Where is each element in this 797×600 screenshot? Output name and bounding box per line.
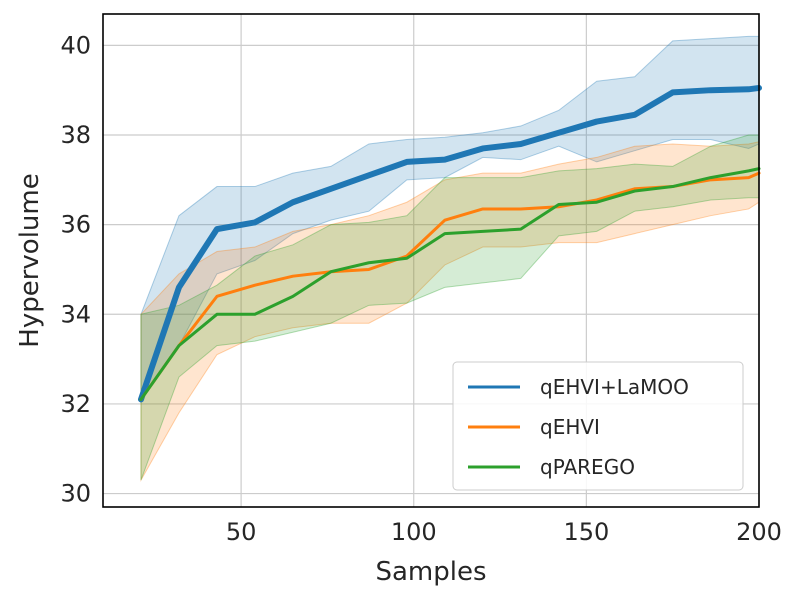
- y-tick-label: 30: [60, 480, 91, 508]
- grid: [103, 14, 760, 507]
- x-axis-label: Samples: [375, 557, 486, 587]
- y-tick-label: 32: [60, 390, 91, 418]
- legend-label-qparego: qPAREGO: [540, 455, 635, 479]
- y-tick-label: 38: [60, 121, 91, 149]
- line-qparego: [139, 167, 761, 401]
- legend-label-qehvi: qEHVI: [540, 415, 600, 439]
- line-qehvi-lamoo: [137, 84, 762, 403]
- legend-box: [452, 361, 744, 491]
- series-lines: [137, 84, 762, 403]
- x-tick-label: 150: [563, 518, 609, 546]
- y-tick-label: 34: [60, 300, 91, 328]
- legend: qEHVI+LaMOO qEHVI qPAREGO: [452, 361, 744, 491]
- y-tick-label: 36: [60, 211, 91, 239]
- x-tick-label: 50: [226, 518, 257, 546]
- tick-labels: 50 100 150 200 30 32 34 36 38 40: [60, 31, 781, 546]
- legend-label-qehvi-lamoo: qEHVI+LaMOO: [540, 375, 689, 399]
- x-tick-label: 100: [391, 518, 437, 546]
- x-tick-label: 200: [736, 518, 782, 546]
- y-axis-label: Hypervolume: [15, 173, 45, 347]
- y-tick-label: 40: [60, 31, 91, 59]
- plot-frame: [102, 13, 760, 508]
